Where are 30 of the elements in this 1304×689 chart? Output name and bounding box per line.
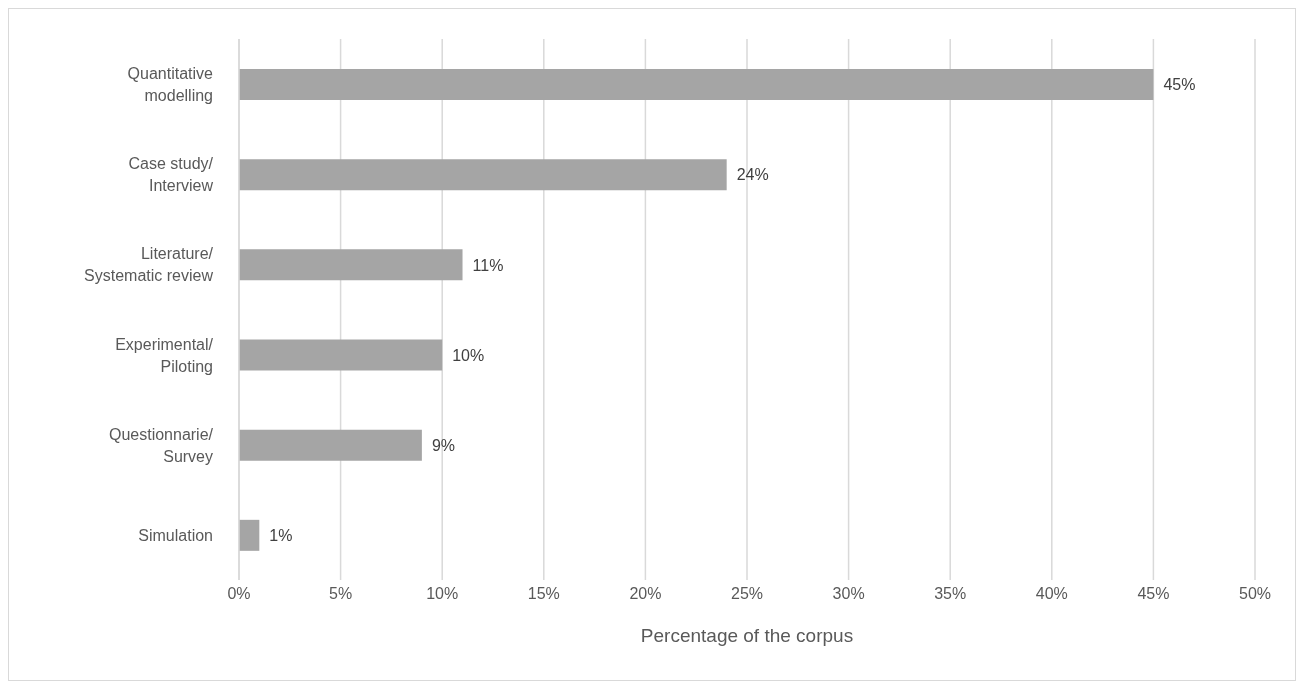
x-tick-label: 25% — [730, 585, 764, 603]
data-label: 9% — [431, 436, 456, 454]
y-tick-label: Simulation — [138, 526, 213, 544]
y-tick-label: Questionnarie/ Survey — [108, 425, 214, 465]
x-tick-label: 30% — [832, 585, 865, 603]
y-tick-label: Experimental/ Piloting — [115, 335, 214, 375]
bar — [239, 519, 260, 551]
x-axis-title: Percentage of the corpus — [640, 625, 854, 646]
x-tick-label: 40% — [1035, 585, 1068, 603]
x-tick-label: 10% — [426, 585, 459, 603]
x-tick-label: 15% — [527, 585, 560, 603]
data-label: 1% — [269, 527, 293, 545]
bar — [239, 339, 443, 371]
data-label: 24% — [736, 166, 769, 184]
x-tick-label: 45% — [1137, 585, 1170, 603]
bar — [239, 69, 1154, 100]
bar — [239, 159, 727, 191]
data-label: 45% — [1163, 76, 1196, 94]
y-tick-label: Literature/ Systematic review — [84, 244, 214, 284]
data-label: 11% — [472, 256, 504, 274]
y-tick-label: Case study/ Interview — [128, 154, 214, 194]
data-label: 10% — [452, 346, 485, 364]
bar — [239, 429, 422, 461]
x-tick-label: 5% — [329, 585, 353, 603]
x-tick-label: 35% — [934, 585, 967, 603]
bar — [239, 249, 463, 281]
x-tick-label: 0% — [227, 585, 251, 603]
y-tick-label: Quantitative modelling — [127, 64, 214, 104]
x-tick-label: 20% — [629, 585, 662, 603]
x-tick-label: 50% — [1238, 585, 1272, 603]
